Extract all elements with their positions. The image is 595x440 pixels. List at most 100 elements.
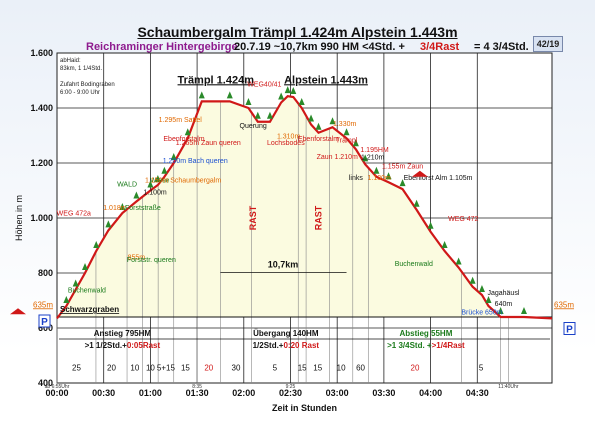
parking-label: P [41, 317, 48, 328]
y-tick-label: 400 [38, 378, 53, 388]
rast-label: RAST [314, 205, 324, 230]
tree-icon [352, 139, 359, 147]
tree-icon [198, 91, 205, 99]
peak-label: Trämpl 1.424m [178, 74, 255, 86]
segment-minutes: 5 [273, 364, 278, 373]
tree-icon [427, 221, 434, 229]
x-tick-label: 00:30 [92, 388, 115, 398]
trip-note-line: abHaid: [60, 58, 81, 64]
tree-icon [170, 153, 177, 160]
tree-icon [63, 296, 70, 303]
tree-icon [485, 296, 492, 303]
parking-sign-icon [563, 322, 576, 335]
section-detail: >1 3/4Std. +>1/4Rast [387, 341, 465, 350]
segment-minutes: 10 [130, 364, 139, 373]
section-title: Abstieg 55HM [399, 329, 452, 338]
time-of-day-label: ab 6:55Uhr [45, 384, 70, 390]
distance-label: 10,7km [268, 260, 299, 270]
section-detail-time: >1 1/2Std.+ [85, 341, 128, 350]
profile-annotation: 1.265m Zaun queren [176, 140, 241, 147]
x-axis-label: Zeit in Stunden [272, 403, 337, 413]
y-tick-label: 1.200 [30, 158, 53, 168]
tree-icon [184, 128, 191, 136]
trip-note-line: 6:00 - 9:00 Uhr [60, 90, 100, 96]
x-tick-label: 01:30 [186, 388, 209, 398]
profile-annotation: WEG40/41 [247, 82, 281, 89]
segment-minutes: 5 [479, 364, 484, 373]
y-tick-label: 800 [38, 268, 53, 278]
tree-icon [119, 203, 126, 211]
section-title: Übergang 140HM [253, 329, 319, 338]
profile-annotation: 1.210m [361, 155, 385, 162]
chart-title: Schaumbergalm Trämpl 1.424m Alpstein 1.4… [137, 24, 458, 40]
profile-annotation: Trämpl [336, 137, 358, 144]
tree-icon [399, 179, 406, 187]
tree-icon [343, 128, 350, 136]
tree-icon [478, 285, 485, 292]
y-tick-label: 1.600 [30, 48, 53, 58]
chart-subtitle-region: Reichraminger Hintergebirge [86, 41, 238, 53]
tree-icon [133, 191, 140, 199]
segment-minutes: 10 [146, 364, 155, 373]
profile-annotation: 1.195HM [360, 147, 389, 154]
peak-label: Alpstein 1.443m [284, 74, 368, 86]
tree-icon [469, 276, 476, 284]
y-tick-label: 1.400 [30, 103, 53, 113]
x-tick-label: 00:00 [45, 388, 68, 398]
tree-icon [72, 279, 79, 287]
profile-annotation: Ebenforst Alm 1.105m [404, 175, 473, 182]
profile-annotation: Buchenwald [68, 287, 106, 294]
profile-annotation: links [349, 175, 364, 182]
tree-icon [93, 241, 100, 248]
trip-note-line: 83km, 1 1/4Std. [60, 66, 102, 72]
section-detail: 1/2Std.+0:20 Rast [253, 341, 320, 350]
tree-icon [520, 307, 527, 314]
profile-annotation: Lochsbodes [267, 140, 305, 147]
profile-annotation: 1.295m Sattel [159, 117, 203, 124]
x-tick-label: 02:30 [279, 388, 302, 398]
segment-minutes: 25 [72, 364, 81, 373]
tree-icon [154, 175, 161, 182]
y-axis-label: Höhen in m [14, 195, 24, 241]
parking-label: P [566, 325, 573, 336]
section-detail-rast: >1/4Rast [432, 341, 465, 350]
profile-annotation: 855m [128, 254, 146, 261]
tree-icon [161, 166, 168, 174]
tree-icon [315, 122, 322, 130]
segment-minutes: 15 [298, 364, 307, 373]
profile-annotation: Zaun 1.210m [317, 154, 358, 161]
start-label: Schwarzgraben [60, 305, 119, 314]
segment-minutes: 20 [204, 364, 213, 373]
tree-icon [497, 307, 504, 314]
tree-icon [284, 86, 291, 94]
x-tick-label: 03:30 [372, 388, 395, 398]
profile-annotation: Wiese [150, 177, 170, 184]
profile-annotation: Forststr. queren [127, 257, 176, 264]
tree-icon [245, 98, 252, 105]
profile-annotation: 1.155m Zaun [382, 164, 423, 171]
segment-minutes: 15 [313, 364, 322, 373]
time-of-day-label: 9:25 [286, 384, 296, 390]
start-elevation-label: 635m [33, 300, 53, 309]
section-detail-rast: 0:20 Rast [283, 341, 319, 350]
time-of-day-label: 8:35 [192, 384, 202, 390]
profile-annotation: Buchenwald [395, 261, 433, 268]
segment-minutes: 60 [356, 364, 365, 373]
profile-annotation: Jagahäusl [487, 290, 519, 297]
x-tick-label: 01:00 [139, 388, 162, 398]
segment-minutes: 30 [232, 364, 241, 373]
profile-annotation: Ebenforstalm [163, 136, 204, 143]
start-marker-icon [10, 308, 26, 315]
tree-icon [105, 220, 112, 228]
segment-minutes: 20 [107, 364, 116, 373]
x-tick-label: 04:30 [466, 388, 489, 398]
section-detail-time: >1 3/4Std. + [387, 341, 432, 350]
tree-icon [290, 87, 297, 94]
tree-icon [278, 92, 285, 100]
profile-annotation: 640m [495, 301, 513, 308]
profile-annotation: Forststraße [125, 205, 161, 212]
y-tick-label: 600 [38, 323, 53, 333]
chart-subtitle-total: = 4 3/4Std. [474, 41, 529, 53]
profile-annotation: 1.018m [103, 205, 127, 212]
